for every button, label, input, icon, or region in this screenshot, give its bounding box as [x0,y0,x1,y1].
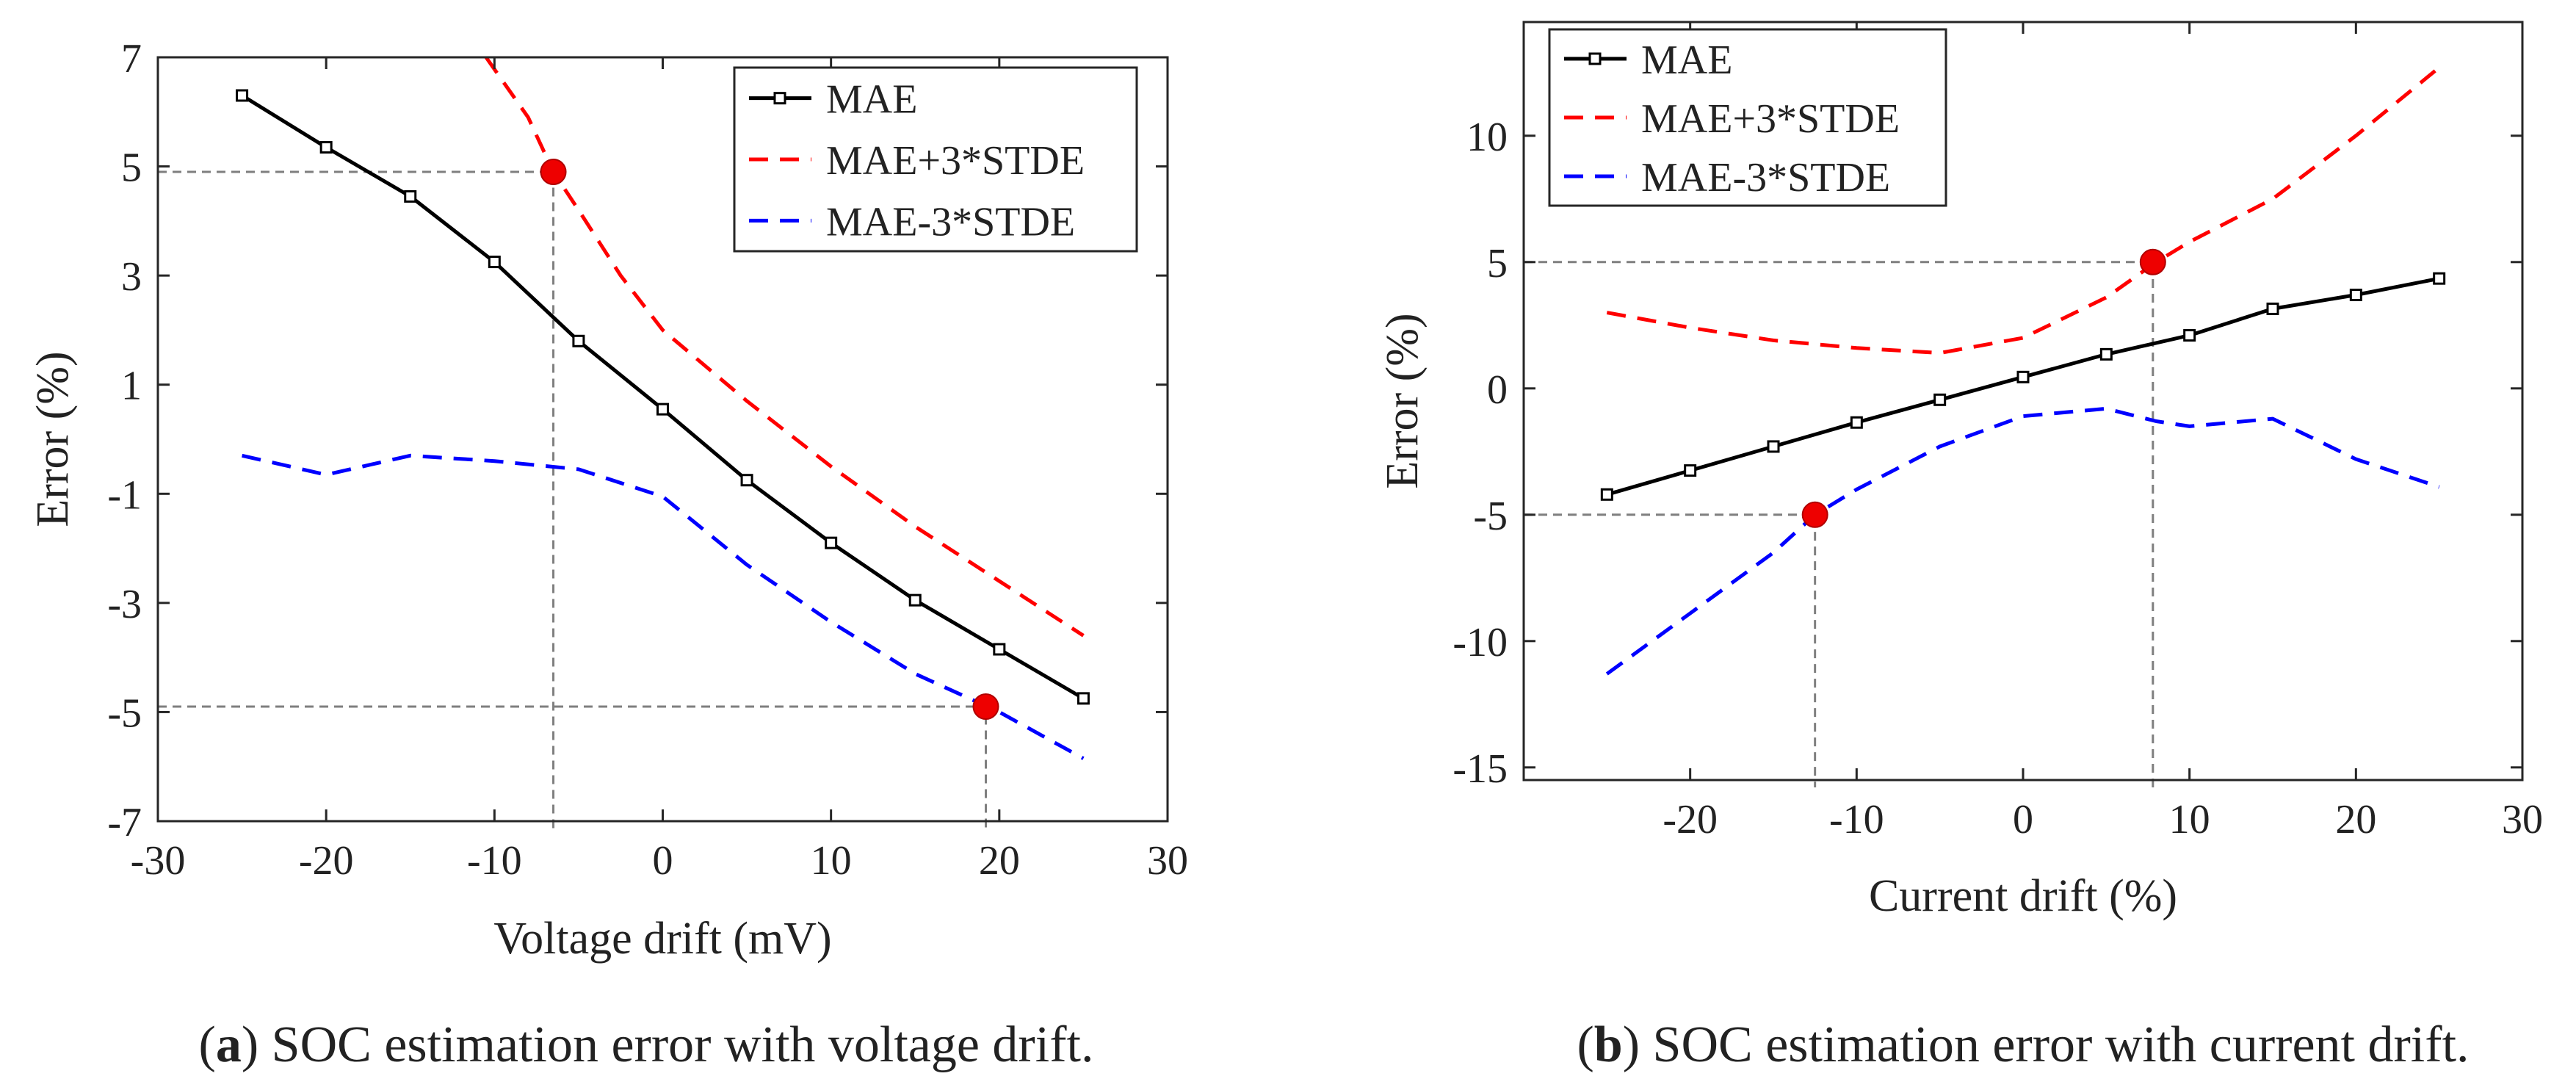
y-tick-label: -15 [1452,746,1508,792]
panel-voltage-drift: -30 -20 -10 0 10 20 30 -7 -5 -3 -1 1 3 5 7 Voltage dri… [28,36,1188,1073]
data-point [2183,329,2196,342]
data-point [572,334,585,347]
data-point [1077,692,1090,705]
y-tick-label: -7 [107,800,142,845]
data-point [1684,464,1697,477]
y-tick-label: -5 [107,690,142,736]
axis-ticks: -20 -10 0 10 20 30 -15 -10 -5 0 5 10 [1452,22,2543,842]
series-layer [236,56,1090,760]
caption-text: ) SOC estimation error with current drif… [1623,1017,2470,1073]
legend-label: MAE+3*STDE [826,138,1085,184]
guide-line [1524,261,2154,787]
data-point [740,474,753,487]
legend-marker [1588,52,1602,65]
caption-prefix: ( [199,1017,216,1073]
legend-label: MAE-3*STDE [1641,155,1890,201]
guide-lines [1524,261,2154,787]
y-tick-label: 5 [121,145,142,191]
highlight-layer [1801,248,2166,528]
y-tick-label: 0 [1487,367,1508,413]
caption: (a) SOC estimation error with voltage dr… [199,1017,1094,1073]
legend-marker [773,92,786,105]
data-point [2099,347,2113,361]
axis-ticks: -30 -20 -10 0 10 20 30 -7 -5 -3 -1 1 3 5 7 [107,36,1188,884]
y-axis-label: Error (%) [1378,313,1428,488]
x-tick-label: -30 [131,838,186,884]
y-axis-label: Error (%) [28,351,78,527]
y-tick-label: 1 [121,364,142,409]
legend: MAE MAE+3*STDE MAE-3*STDE [733,66,1138,253]
data-point [908,593,922,607]
data-point [236,89,249,102]
y-tick-label: 5 [1487,241,1508,286]
series-line-mae [1606,276,2440,497]
data-point [2433,272,2446,285]
caption: (b) SOC estimation error with current dr… [1577,1017,2469,1073]
y-tick-label: 3 [121,254,142,300]
guide-lines [158,170,987,829]
panel-current-drift: -20 -10 0 10 20 30 -15 -10 -5 0 5 10 Current drift … [1378,21,2543,1073]
legend: MAE MAE+3*STDE MAE-3*STDE [1548,28,1947,207]
series-layer [1600,65,2446,676]
legend-label: MAE+3*STDE [1641,96,1900,142]
x-tick-label: 10 [811,838,852,884]
legend-label: MAE [826,77,917,123]
data-point [993,643,1006,656]
x-axis-label: Voltage drift (mV) [493,914,831,964]
y-tick-label: 10 [1466,115,1508,160]
data-point [1850,416,1863,429]
series-line-mae-3-stde [1605,406,2440,676]
data-point [1933,393,1947,406]
caption-prefix: ( [1577,1017,1593,1073]
y-tick-label: -10 [1452,620,1508,665]
legend-label: MAE [1641,37,1732,83]
x-tick-label: 0 [653,838,673,884]
data-point [319,141,333,154]
guide-line [158,170,555,829]
guide-line [1524,513,1817,787]
series-line-mae-3-stde [242,453,1085,760]
highlight-marker [972,693,999,720]
data-point [488,256,501,269]
x-axis-label: Current drift (%) [1869,871,2177,921]
series-line-mae-3-stde [1606,65,2441,355]
data-point [2349,289,2362,302]
legend-label: MAE-3*STDE [826,199,1075,245]
highlight-layer [540,159,999,720]
highlight-marker [1801,501,1828,528]
caption-letter: a [216,1017,242,1073]
guide-line [158,705,987,829]
data-point [825,536,838,549]
x-tick-label: -10 [1829,797,1884,842]
series-line-mae-3-stde [484,56,1085,638]
data-point [1600,488,1613,501]
caption-letter: b [1594,1017,1623,1073]
x-tick-label: -10 [467,838,522,884]
x-tick-label: 20 [2335,797,2376,842]
highlight-marker [540,159,567,185]
data-point [1767,440,1780,453]
data-point [404,190,417,203]
data-point [2016,370,2030,383]
x-tick-label: 0 [2013,797,2033,842]
x-tick-label: 10 [2169,797,2210,842]
y-tick-label: -1 [107,472,142,518]
y-tick-label: -5 [1473,494,1508,539]
y-tick-label: -3 [107,582,142,627]
x-tick-label: 30 [1147,838,1188,884]
data-point [656,403,669,416]
data-point [2266,302,2279,315]
highlight-marker [2139,248,2166,275]
caption-text: ) SOC estimation error with voltage drif… [242,1017,1094,1073]
x-tick-label: -20 [1663,797,1718,842]
y-tick-label: 7 [121,36,142,82]
x-tick-label: -20 [299,838,354,884]
x-tick-label: 30 [2502,797,2543,842]
x-tick-label: 20 [979,838,1020,884]
